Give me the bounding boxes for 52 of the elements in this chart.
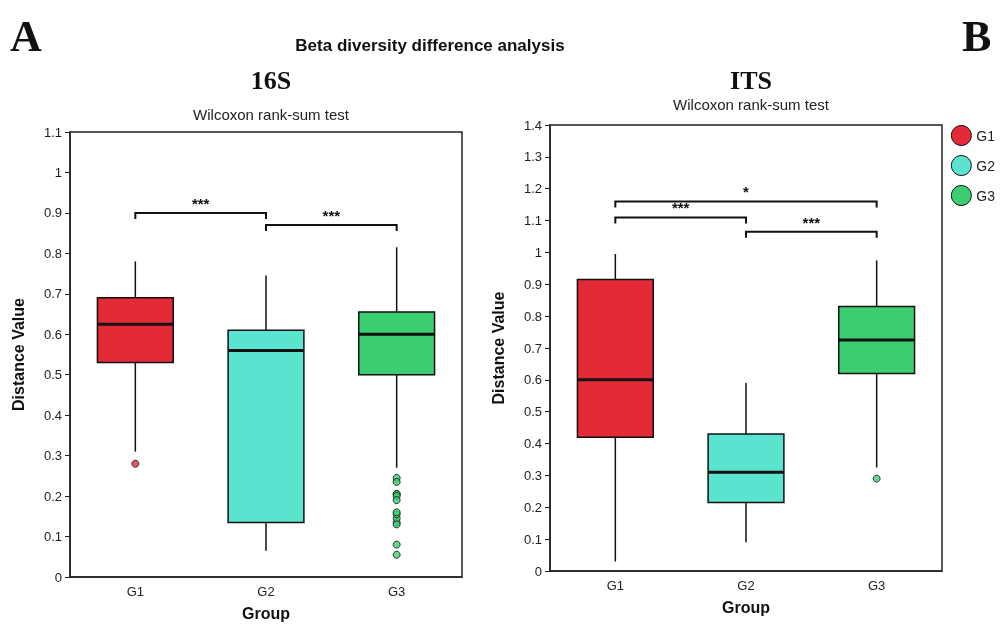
y-tick-label: 0.9 — [523, 276, 542, 292]
y-tick-label: 0.6 — [523, 372, 542, 388]
y-tick-label: 0 — [534, 563, 542, 579]
y-tick-label: 1 — [534, 244, 542, 260]
legend-label: G1 — [976, 127, 996, 144]
y-tick-label: 0.1 — [523, 531, 542, 547]
y-tick-label: 0.3 — [523, 467, 542, 483]
y-axis-title: Distance Value — [9, 297, 27, 411]
y-tick-label: 1 — [54, 164, 62, 180]
text: A — [10, 12, 42, 62]
annotation: *** — [671, 199, 690, 217]
legend-label: G3 — [976, 187, 996, 204]
x-tick-label: G2 — [257, 584, 275, 599]
y-tick-label: 1.4 — [523, 117, 542, 133]
y-tick-label: 1.1 — [523, 213, 542, 229]
x-tick-label: G3 — [867, 578, 886, 593]
y-tick-label: 0.2 — [43, 488, 62, 504]
y-tick-label: 0.8 — [523, 308, 542, 324]
annotation: *** — [802, 213, 821, 231]
y-tick-label: 0.7 — [43, 286, 62, 302]
y-tick-label: 0.2 — [523, 499, 542, 515]
chart-subtitle: Wilcoxon rank-sum test — [193, 106, 350, 123]
y-tick-label: 0.9 — [43, 205, 62, 221]
chart-title: 16S — [250, 65, 292, 95]
y-tick-label: 0.4 — [43, 407, 62, 423]
x-tick-label: G3 — [387, 584, 406, 599]
y-tick-label: 1.1 — [43, 124, 62, 140]
annotation: *** — [191, 194, 210, 212]
chart-subtitle: Wilcoxon rank-sum test — [673, 96, 830, 113]
legend-label: G2 — [976, 157, 996, 174]
text: Beta diversity difference analysis — [294, 36, 566, 56]
y-tick-label: 1.3 — [523, 149, 542, 165]
x-axis-title: Group — [242, 604, 291, 622]
y-tick-label: 0.7 — [523, 340, 542, 356]
y-tick-label: 0.1 — [43, 529, 62, 545]
y-axis-title: Distance Value — [489, 291, 507, 405]
x-axis-title: Group — [722, 598, 771, 616]
x-tick-label: G1 — [606, 578, 625, 593]
y-tick-label: 0 — [54, 569, 62, 585]
y-tick-label: 0.5 — [523, 404, 542, 420]
text: B — [962, 12, 992, 62]
x-tick-label: G1 — [126, 584, 145, 599]
annotation: *** — [322, 207, 341, 225]
y-tick-label: 0.3 — [43, 448, 62, 464]
x-tick-label: G2 — [737, 578, 755, 593]
chart-title: ITS — [730, 65, 772, 95]
annotation: * — [743, 183, 750, 201]
y-tick-label: 0.5 — [43, 367, 62, 383]
y-tick-label: 1.2 — [523, 181, 542, 197]
y-tick-label: 0.8 — [43, 245, 62, 261]
y-tick-label: 0.4 — [523, 436, 542, 452]
y-tick-label: 0.6 — [43, 326, 62, 342]
